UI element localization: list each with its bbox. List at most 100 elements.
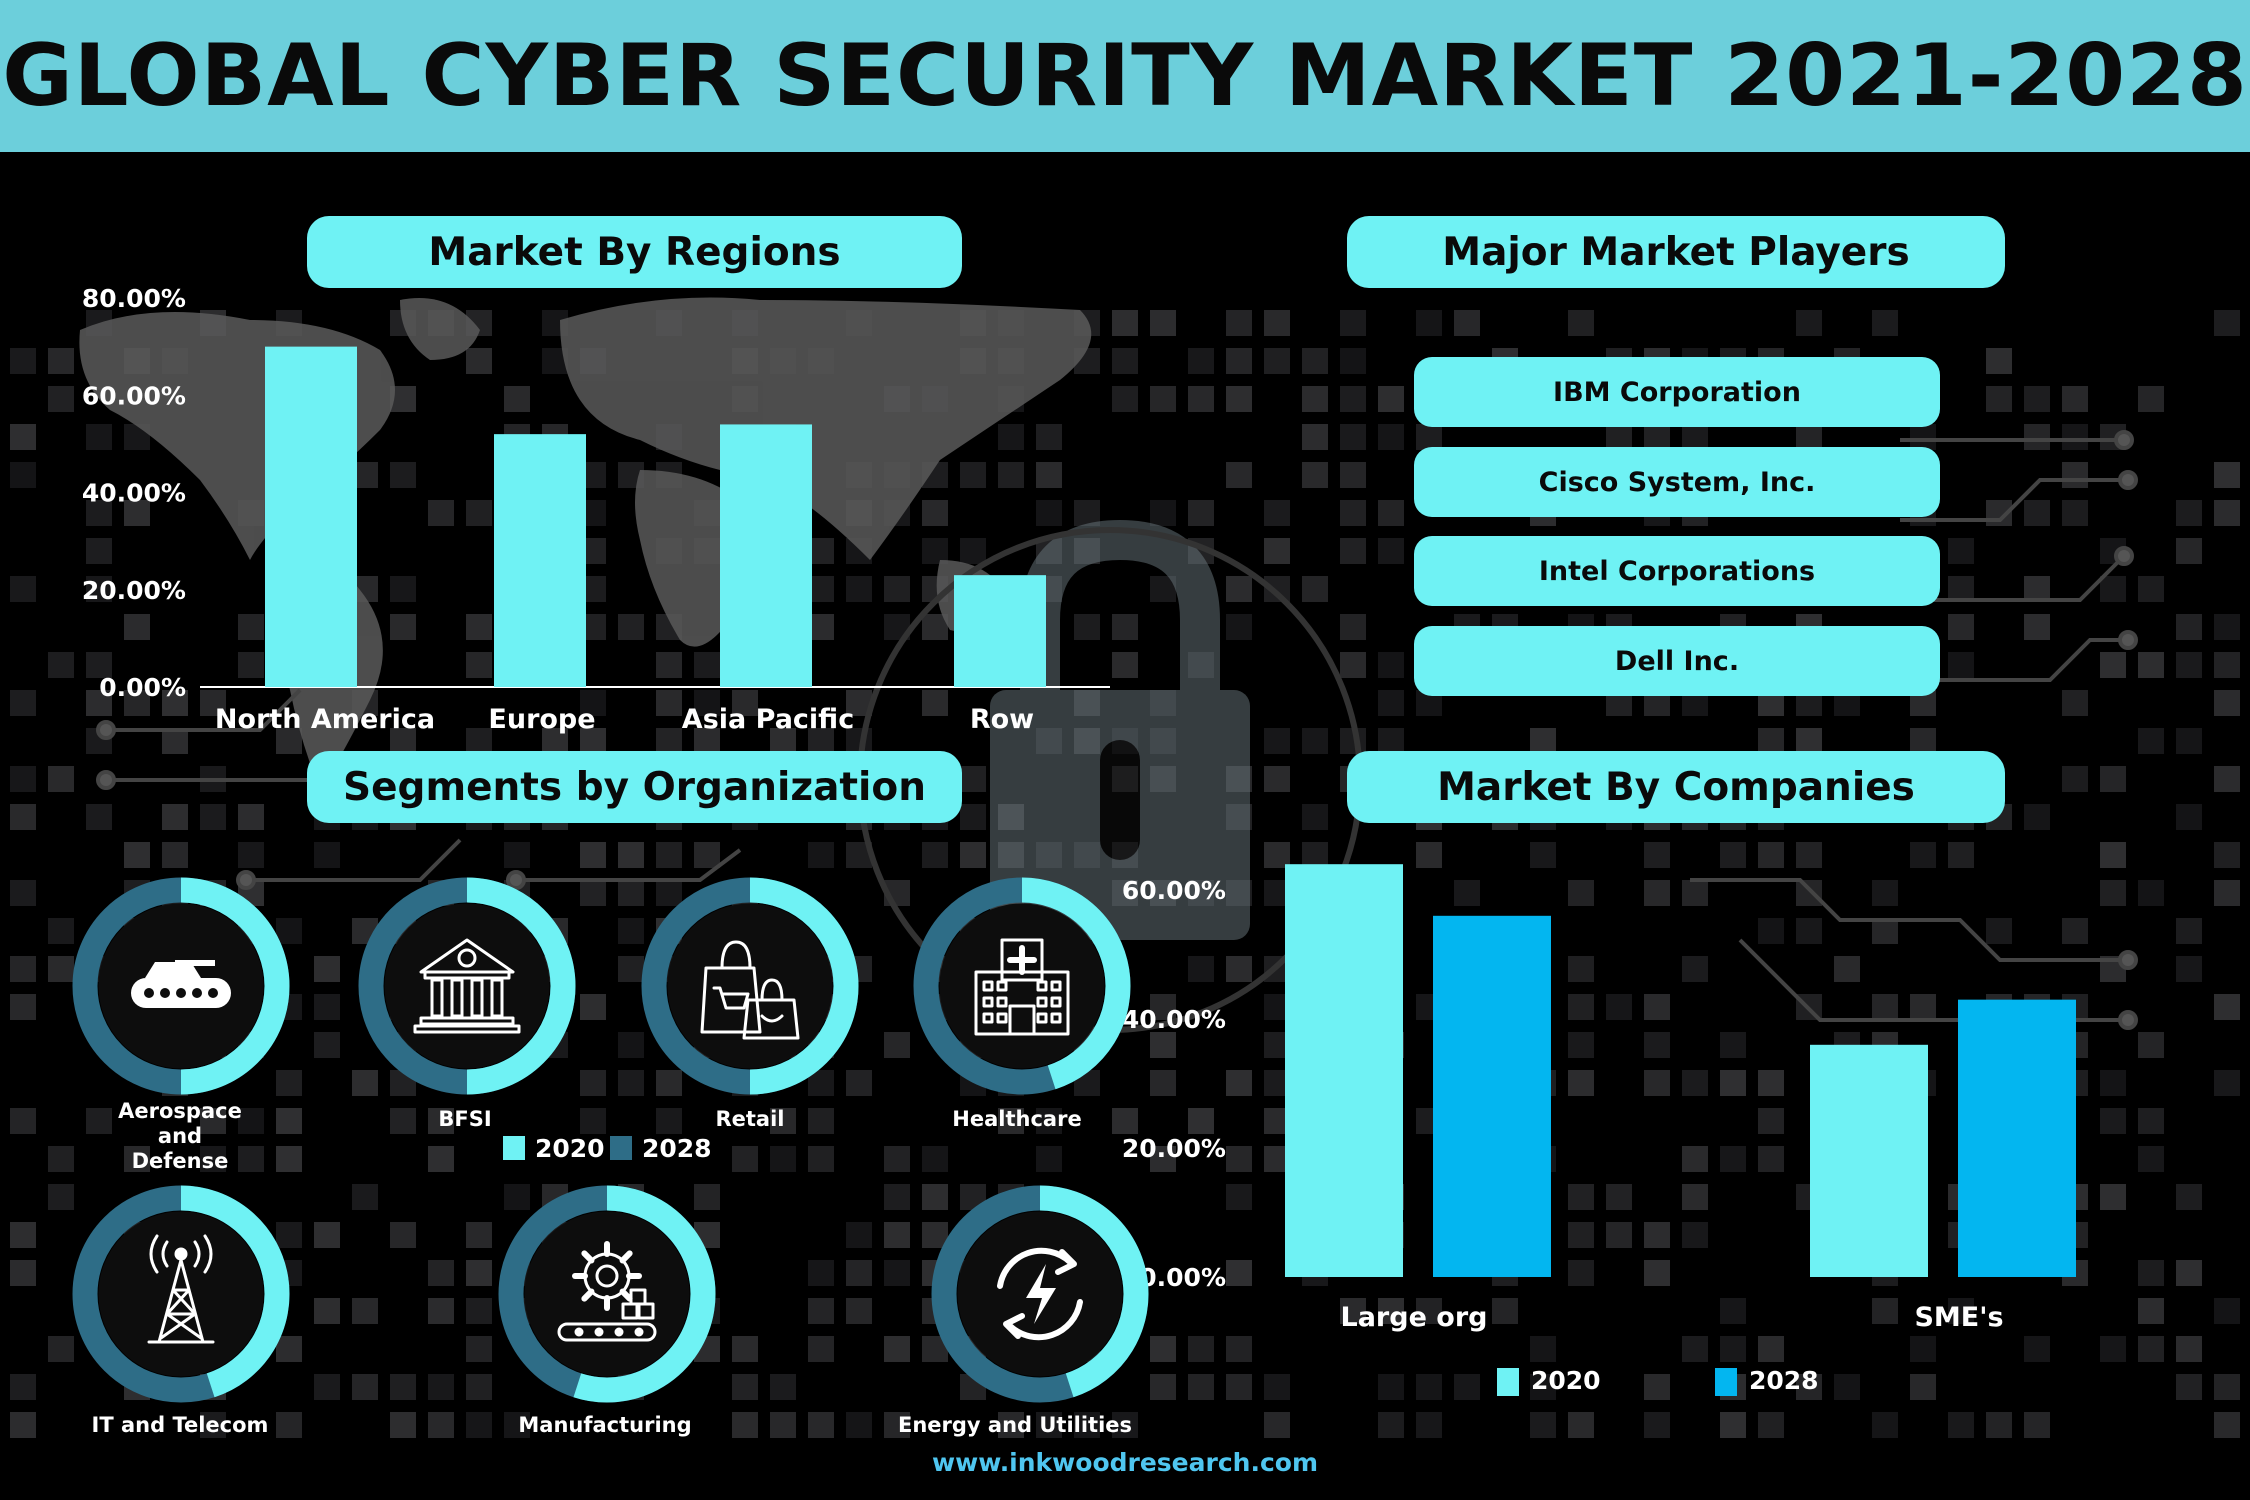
grid-square [998,462,1024,488]
grid-square [1796,728,1822,754]
grid-square [238,652,264,678]
grid-square [2138,1108,2164,1134]
grid-square [1644,1374,1670,1400]
grid-square [238,804,264,830]
grid-square [1530,1336,1556,1362]
grid-square [1568,994,1594,1020]
grid-square [1948,614,1974,640]
grid-square [2176,614,2202,640]
grid-square [86,1108,112,1134]
grid-square [10,804,36,830]
grid-square [694,690,720,716]
grid-square [1112,614,1138,640]
grid-square [1264,1374,1290,1400]
grid-square [1226,1184,1252,1210]
grid-square [1568,1070,1594,1096]
grid-square [124,500,150,526]
grid-square [2214,766,2240,792]
grid-square [1302,842,1328,868]
grid-square [2214,994,2240,1020]
grid-square [504,1412,530,1438]
grid-square [884,1222,910,1248]
grid-square [656,690,682,716]
grid-square [2176,1374,2202,1400]
grid-square [390,1108,416,1134]
segment-donut-arc-2020 [749,877,859,1095]
grid-square [656,1108,682,1134]
grid-square [86,424,112,450]
player-item: Dell Inc. [1414,626,1940,696]
grid-square [1226,1336,1252,1362]
grid-square [238,842,264,868]
grid-square [124,690,150,716]
grid-square [2176,804,2202,830]
companies-y-tick-label: 60.00% [1122,876,1226,905]
segment-label-aerospace: Aerospace and Defense [80,1099,280,1174]
grid-square [2138,576,2164,602]
grid-square [1112,1412,1138,1438]
grid-square [1036,1412,1062,1438]
grid-square [1416,1374,1442,1400]
grid-square [656,880,682,906]
grid-square [2214,880,2240,906]
grid-square [1796,1374,1822,1400]
grid-square [2062,386,2088,412]
grid-square [1378,538,1404,564]
regions-x-tick-label: Row [970,704,1034,735]
grid-square [2176,1260,2202,1286]
grid-square [352,1184,378,1210]
grid-square [998,1412,1024,1438]
grid-square [1150,1070,1176,1096]
grid-square [276,1336,302,1362]
grid-square [1606,1184,1632,1210]
grid-square [1796,880,1822,906]
grid-square [1492,1298,1518,1324]
grid-square [1226,1070,1252,1096]
grid-square [314,1374,340,1400]
segment-donut-center [524,1211,690,1377]
grid-square [2214,652,2240,678]
grid-square [162,690,188,716]
grid-square [846,1260,872,1286]
grid-square [200,1146,226,1172]
grid-square [1226,386,1252,412]
grid-square [808,576,834,602]
grid-square [86,500,112,526]
grid-square [1378,1298,1404,1324]
grid-square [2100,576,2126,602]
grid-square [580,994,606,1020]
grid-square [466,728,492,754]
grid-square [1264,538,1290,564]
grid-square [2214,1374,2240,1400]
grid-square [1150,386,1176,412]
grid-square [2214,614,2240,640]
grid-square [770,1146,796,1172]
grid-square [694,1184,720,1210]
grid-square [1796,424,1822,450]
regions-bar [954,575,1046,687]
grid-square [884,1184,910,1210]
grid-square [1948,842,1974,868]
grid-square [618,918,644,944]
grid-square [238,614,264,640]
grid-square [48,1336,74,1362]
grid-square [1226,348,1252,374]
grid-square [1606,1222,1632,1248]
grid-square [1188,386,1214,412]
grid-square [1226,614,1252,640]
grid-square [2138,1298,2164,1324]
segment-donut [931,1185,1149,1403]
grid-square [1340,310,1366,336]
grid-square [1416,310,1442,336]
grid-square [2214,1298,2240,1324]
grid-square [2214,462,2240,488]
segment-donut-center [384,903,550,1069]
segment-label-line: Aerospace [118,1099,242,1123]
grid-square [2024,804,2050,830]
section-title-companies: Market By Companies [1347,751,2005,823]
grid-square [1454,880,1480,906]
grid-square [884,576,910,602]
grid-square [732,1336,758,1362]
grid-square [2100,842,2126,868]
grid-square [1796,310,1822,336]
